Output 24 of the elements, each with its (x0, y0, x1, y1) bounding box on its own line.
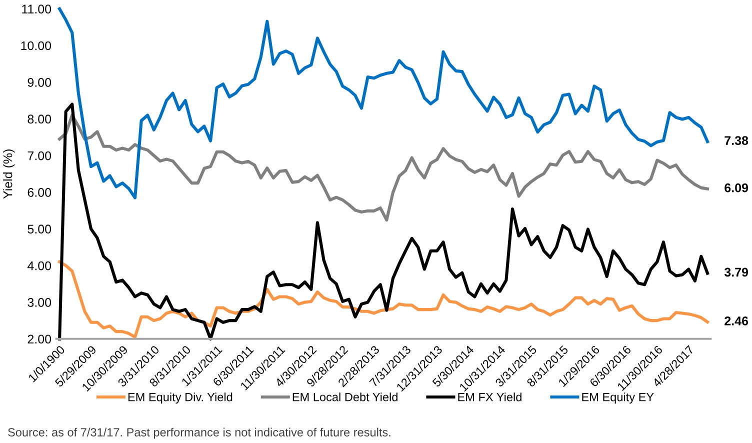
legend-label: EM FX Yield (458, 392, 522, 402)
y-tick-label: 5.00 (28, 224, 52, 234)
legend-label: EM Equity Div. Yield (128, 392, 232, 404)
data-label: 7.38 (724, 136, 748, 145)
line-series (58, 102, 710, 340)
legend-label: EM Local Debt Yield (292, 392, 398, 402)
y-tick-label: 10.00 (21, 41, 52, 50)
y-tick-label: 4.00 (28, 261, 52, 270)
data-label: 3.79 (724, 268, 748, 277)
y-tick-label: 2.00 (28, 334, 52, 344)
line-series (58, 114, 710, 222)
y-axis-title: Yield (%) (3, 150, 15, 199)
data-label: 6.09 (724, 183, 748, 192)
source-note: Source: as of 7/31/17. Past performance is not indicative of future results. (8, 428, 390, 439)
line-series (58, 7, 710, 200)
y-tick-label: 8.00 (28, 114, 52, 124)
y-tick-label: 11.00 (22, 4, 52, 14)
y-tick-label: 6.00 (28, 188, 52, 197)
legend-label: EM Equity EY (582, 392, 654, 404)
data-label: 2.46 (724, 316, 748, 326)
y-tick-label: 9.00 (28, 78, 52, 87)
y-tick-label: 3.00 (28, 298, 52, 307)
y-tick-label: 7.00 (28, 151, 52, 160)
line-series (58, 260, 710, 339)
